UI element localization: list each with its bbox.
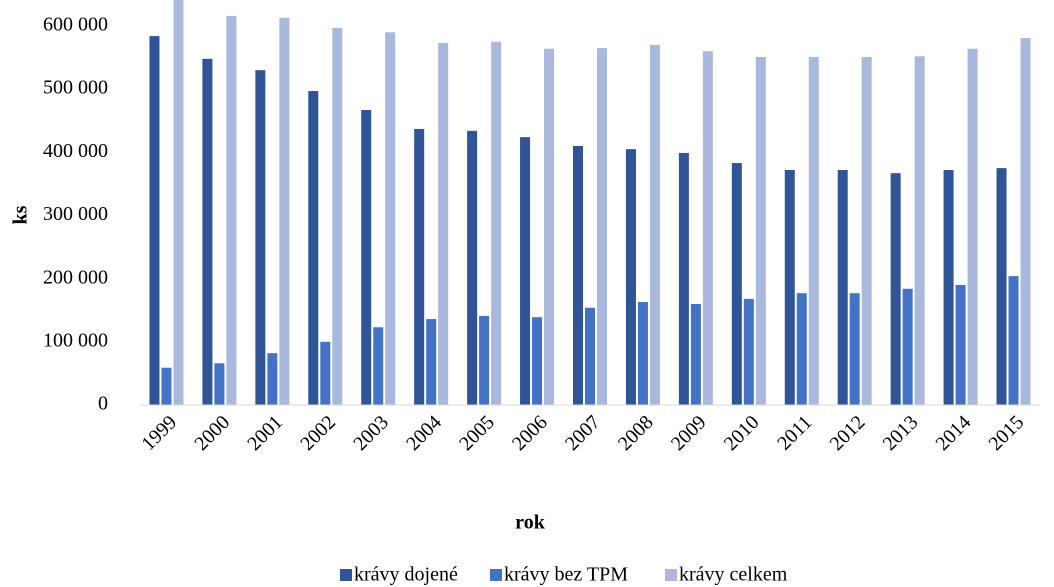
x-tick-label: 2007 — [561, 411, 605, 455]
y-tick-label: 500 000 — [43, 77, 108, 99]
bar — [426, 319, 437, 405]
bar — [202, 58, 213, 405]
bar — [320, 341, 331, 405]
x-tick-label: 2011 — [773, 411, 816, 454]
x-tick-label: 2003 — [349, 411, 393, 455]
x-tick-label: 2015 — [984, 411, 1028, 455]
bar — [532, 317, 543, 405]
legend-label: krávy dojené — [354, 564, 458, 586]
bar — [861, 56, 872, 406]
bar — [308, 91, 319, 405]
bar — [755, 56, 766, 406]
x-tick-label: 2006 — [508, 411, 552, 455]
bar — [731, 163, 742, 405]
y-axis-title: ks — [10, 205, 32, 224]
bar — [149, 36, 160, 406]
bar — [467, 130, 478, 405]
bar — [173, 0, 184, 406]
bar — [267, 353, 278, 405]
legend-label: krávy celkem — [679, 564, 788, 586]
bar — [414, 128, 425, 406]
bar — [373, 327, 384, 405]
bar — [914, 56, 925, 405]
bar — [544, 48, 555, 406]
bar — [955, 284, 966, 405]
bar — [597, 48, 607, 405]
bar — [361, 109, 372, 406]
bar — [902, 288, 913, 405]
bar — [637, 302, 648, 405]
x-tick-label: 2012 — [826, 411, 870, 455]
y-tick-label: 600 000 — [43, 14, 108, 36]
y-tick-label: 100 000 — [43, 329, 108, 351]
y-tick-label: 300 000 — [43, 203, 108, 225]
y-tick-label: 400 000 — [43, 140, 108, 162]
bar — [479, 315, 490, 405]
x-tick-label: 2001 — [243, 411, 287, 455]
bar — [214, 363, 225, 405]
bar — [849, 293, 860, 405]
bar — [943, 170, 954, 405]
bar — [520, 137, 531, 406]
x-tick-label: 2013 — [879, 411, 923, 455]
bar — [808, 56, 819, 406]
x-tick-label: 2009 — [667, 411, 711, 455]
bar — [784, 170, 795, 405]
bar — [690, 303, 701, 405]
x-tick-label: 2008 — [614, 411, 658, 455]
bar — [385, 32, 396, 406]
legend-label: krávy bez TPM — [504, 564, 628, 586]
x-tick-label: 2004 — [402, 411, 446, 455]
bar — [491, 41, 502, 406]
x-tick-label: 2005 — [455, 411, 499, 455]
bar — [890, 173, 901, 405]
x-tick-label: 2002 — [296, 411, 340, 455]
bar — [996, 168, 1007, 405]
bar — [678, 152, 689, 405]
legend-swatch — [490, 569, 502, 581]
bar — [161, 367, 172, 405]
bar — [967, 48, 978, 406]
bar — [1020, 37, 1031, 405]
bar — [796, 293, 807, 405]
bar — [1008, 276, 1019, 405]
y-tick-label: 200 000 — [43, 266, 108, 288]
bar — [438, 43, 449, 406]
bar — [625, 149, 636, 405]
bar — [743, 298, 754, 405]
x-tick-label: 1999 — [137, 411, 181, 455]
bar — [837, 170, 848, 405]
x-tick-label: 2014 — [932, 411, 976, 455]
bar — [585, 307, 595, 405]
legend-swatch — [665, 569, 677, 581]
y-tick-label: 0 — [98, 393, 108, 415]
x-tick-label: 2010 — [720, 411, 764, 455]
legend-swatch — [340, 569, 352, 581]
bar — [573, 146, 583, 406]
x-tick-label: 2000 — [190, 411, 234, 455]
x-axis-title: rok — [515, 512, 546, 534]
bar — [279, 17, 290, 405]
bar — [332, 27, 343, 406]
bar — [649, 44, 660, 405]
bar — [702, 51, 713, 406]
bar — [226, 15, 237, 405]
bar — [255, 70, 266, 405]
